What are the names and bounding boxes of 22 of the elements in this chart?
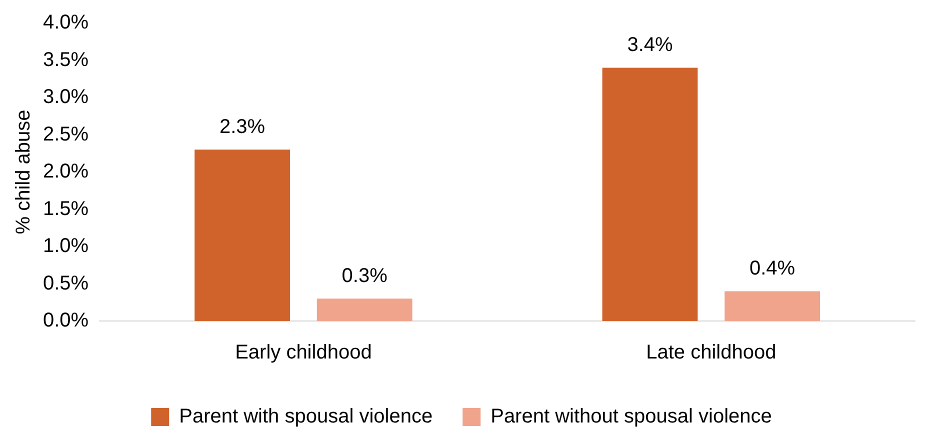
legend-label: Parent without spousal violence	[490, 406, 772, 428]
y-tick-label: 0.0%	[42, 310, 89, 332]
y-tick-label: 3.5%	[42, 48, 89, 71]
bar	[602, 68, 698, 321]
bar	[316, 298, 412, 321]
y-tick-label: 2.5%	[42, 123, 89, 146]
data-label: 3.4%	[627, 34, 673, 56]
bar	[194, 150, 290, 321]
data-label: 2.3%	[219, 116, 266, 138]
data-label: 0.3%	[342, 265, 388, 288]
y-axis-title: % child abuse	[12, 110, 35, 234]
data-label: 0.4%	[750, 258, 796, 280]
bar	[724, 291, 820, 321]
x-tick-label: Late childhood	[646, 342, 776, 364]
y-tick-label: 0.5%	[42, 272, 89, 294]
x-tick-label: Early childhood	[235, 342, 372, 364]
y-tick-label: 2.0%	[42, 160, 89, 183]
legend-label: Parent with spousal violence	[179, 406, 433, 428]
y-tick-label: 3.0%	[42, 86, 89, 108]
y-tick-label: 1.0%	[42, 235, 89, 258]
y-tick-label: 4.0%	[42, 12, 89, 34]
y-tick-label: 1.5%	[42, 198, 89, 220]
